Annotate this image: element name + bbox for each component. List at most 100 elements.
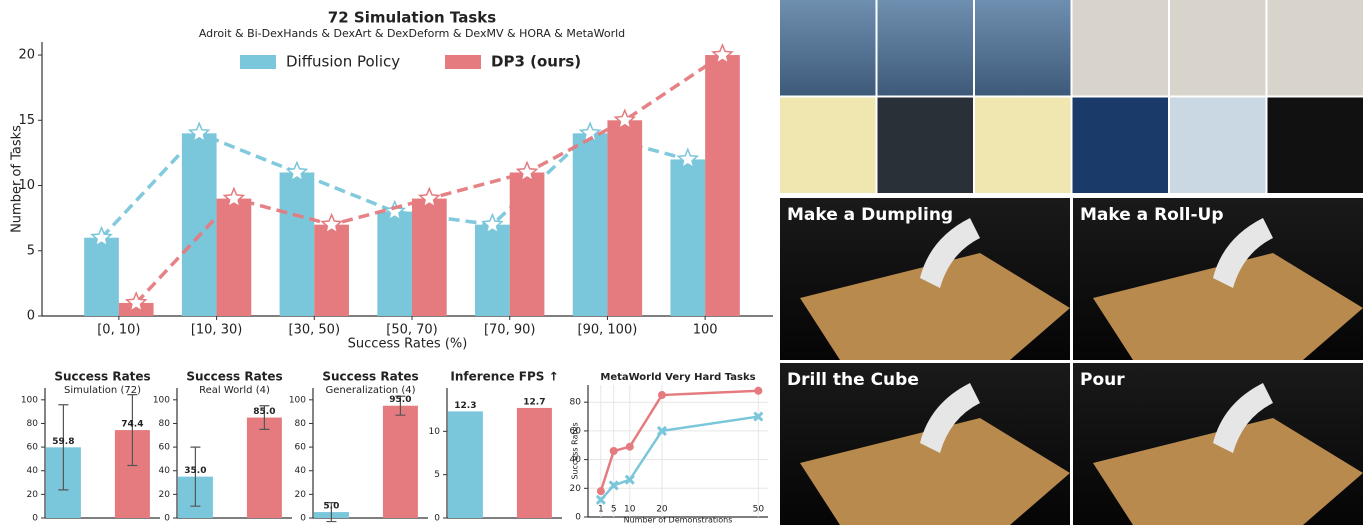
chart-title: Success Rates: [322, 370, 418, 384]
y-axis-label: Success Rates: [571, 422, 580, 479]
thumbnail: [975, 97, 1071, 193]
y-tick-label: 0: [300, 514, 306, 524]
photo-panels: Make a Dumpling Make a Roll-Up Drill the C…: [780, 0, 1363, 525]
x-tick-label: [70, 90): [484, 323, 536, 338]
bar: [447, 411, 483, 518]
robot-arm: [1213, 383, 1273, 453]
y-tick-label: 20: [570, 484, 582, 494]
chart-title: Inference FPS ↑: [450, 370, 558, 384]
table-surface: [800, 253, 1070, 360]
chart-subtitle: Adroit & Bi-DexHands & DexArt & DexDefor…: [199, 27, 625, 40]
marker: [625, 442, 634, 451]
value-label: 59.8: [52, 437, 74, 447]
marker: [657, 391, 666, 400]
legend-label: DP3 (ours): [491, 53, 581, 71]
chart-subtitle: Real World (4): [199, 385, 270, 396]
panel-caption: Make a Dumpling: [787, 205, 953, 225]
x-axis-label: Success Rates (%): [348, 337, 468, 352]
y-tick-label: 40: [27, 466, 39, 476]
bar: [607, 120, 643, 317]
error-bar: [326, 502, 337, 523]
y-tick-label: 0: [27, 309, 35, 324]
error-bar: [127, 394, 138, 467]
error-bar: [259, 405, 270, 430]
marker: [609, 447, 618, 455]
y-tick-label: 100: [21, 395, 38, 405]
thumbnail: [1267, 0, 1363, 96]
value-label: 5.0: [323, 502, 339, 512]
thumbnail: [877, 0, 973, 96]
bar: [670, 159, 706, 316]
y-tick-label: 80: [159, 419, 171, 429]
robot-arm: [920, 383, 980, 453]
chart-title: MetaWorld Very Hard Tasks: [600, 372, 755, 383]
thumbnail: [780, 97, 876, 193]
y-tick-label: 40: [159, 466, 171, 476]
bar: [412, 198, 447, 316]
star-marker: [285, 160, 309, 183]
panel-caption: Drill the Cube: [787, 370, 919, 390]
y-tick-label: 0: [434, 514, 440, 524]
legend-label: Diffusion Policy: [286, 53, 400, 71]
table-surface: [1093, 253, 1363, 360]
bar: [246, 417, 282, 518]
chart-title: Success Rates: [186, 370, 282, 384]
star-marker: [383, 199, 407, 222]
marker: [656, 425, 667, 436]
value-label: 74.4: [121, 420, 143, 430]
table-surface: [1093, 418, 1363, 525]
bar: [516, 407, 552, 518]
bar: [509, 172, 545, 316]
star-marker: [676, 147, 700, 170]
thumbnail: [1170, 97, 1266, 193]
star-marker: [187, 121, 211, 143]
y-tick-label: 20: [295, 490, 307, 500]
error-bar: [190, 446, 201, 507]
y-tick-label: 5: [27, 243, 35, 258]
thumbnail: [975, 0, 1071, 96]
star-marker: [222, 186, 246, 209]
y-tick-label: 100: [153, 395, 170, 405]
marker: [753, 411, 764, 422]
robot-arm: [920, 218, 980, 288]
y-tick-label: 60: [570, 426, 582, 436]
value-label: 95.0: [389, 395, 411, 405]
y-tick-label: 10: [429, 427, 441, 437]
x-tick-label: [50, 70): [386, 323, 438, 338]
thumbnail: [1072, 97, 1168, 193]
x-tick-label: [10, 30): [191, 323, 243, 338]
bar: [84, 237, 119, 316]
table-surface: [800, 418, 1070, 525]
error-bar: [395, 395, 406, 416]
y-tick-label: 0: [32, 514, 38, 524]
panel-caption: Pour: [1080, 370, 1125, 390]
star-marker: [417, 186, 441, 209]
x-tick-label: 1: [598, 505, 604, 515]
panel-caption: Make a Roll-Up: [1080, 205, 1224, 225]
marker: [624, 474, 635, 485]
thumbnail: [1072, 0, 1168, 96]
y-tick-label: 0: [164, 514, 170, 524]
y-axis-label: Number of Tasks: [10, 125, 25, 233]
y-tick-label: 20: [159, 490, 171, 500]
marker: [608, 480, 619, 491]
marker: [596, 487, 605, 496]
y-tick-label: 80: [295, 419, 307, 429]
x-tick-label: 10: [624, 505, 636, 515]
thumbnail: [877, 97, 973, 193]
y-tick-label: 5: [434, 470, 440, 480]
y-tick-label: 80: [570, 398, 582, 408]
bar: [216, 198, 252, 316]
y-tick-label: 20: [27, 490, 39, 500]
value-label: 35.0: [184, 466, 206, 476]
x-tick-label: [90, 100): [578, 323, 638, 338]
thumbnail: [1170, 0, 1266, 96]
star-marker: [124, 291, 148, 313]
x-tick-label: [0, 10): [97, 323, 140, 338]
series-line: [599, 415, 759, 501]
marker: [595, 494, 606, 505]
x-tick-label: 50: [753, 505, 765, 515]
star-marker: [90, 225, 113, 248]
